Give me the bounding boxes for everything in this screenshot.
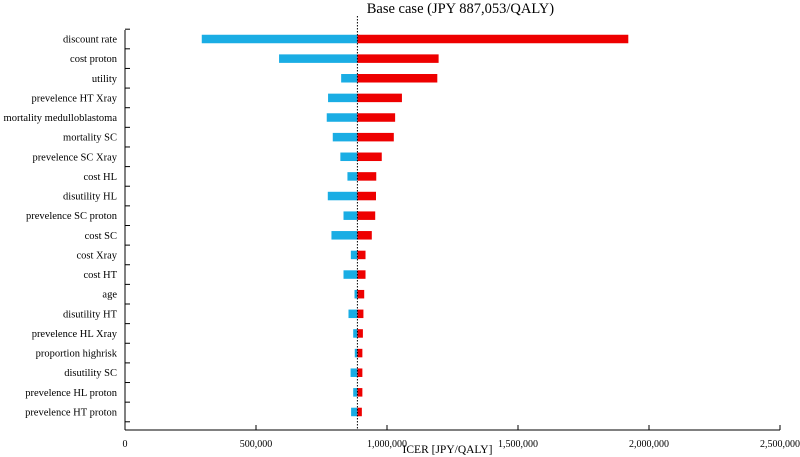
bar-high [357,368,363,377]
bar-low [353,388,358,397]
parameter-label: cost proton [70,54,118,65]
bar-low [354,348,358,358]
bar-low [327,191,358,201]
parameter-label: cost HL [83,172,117,183]
x-tick-label: 1,000,000 [367,439,407,450]
bar-low [332,132,358,142]
bar-low [331,231,358,240]
bar-high [357,270,366,279]
bar-high [357,93,402,103]
parameter-label: prevelence HL Xray [32,329,118,340]
parameter-labels: discount rate cost proton utility prevelenc… [4,35,118,419]
parameter-label: age [102,290,117,301]
parameter-label: cost Xray [76,250,117,261]
bar-high [357,211,376,220]
parameter-label: discount rate [63,35,117,46]
parameter-label: utility [92,74,118,85]
bar-high [357,250,366,260]
x-tick-label: 2,000,000 [629,439,669,450]
bar-high [357,388,363,397]
bar-high [357,191,376,201]
bar-high [357,34,629,44]
bar-low [350,368,358,377]
bar-high [357,289,365,299]
parameter-label: prevelence HL proton [25,388,117,399]
parameter-label: cost HT [83,270,117,281]
x-tick-label: 0 [123,439,128,450]
bar-high [357,172,377,181]
x-tick-label: 1,500,000 [498,439,538,450]
bar-high [357,132,394,142]
x-tick-label: 500,000 [240,439,273,450]
parameter-label: prevelence SC proton [26,211,118,222]
parameter-label: prevelence HT Xray [31,93,117,104]
bar-low [348,309,358,319]
bars [201,34,629,417]
parameter-label: mortality SC [63,133,117,144]
bar-high [357,231,372,240]
y-axis [124,28,130,430]
bar-low [353,329,358,338]
bar-high [357,407,362,417]
bar-low [347,172,358,181]
bar-low [354,289,358,299]
bar-low [343,270,358,279]
bar-low [341,74,358,83]
parameter-label: prevelence SC Xray [32,152,117,163]
bar-high [357,309,364,319]
bar-low [340,152,358,162]
x-axis-label: ICER [JPY/QALY] [403,444,493,456]
parameter-label: disutility HL [63,192,117,203]
x-tick-label: 2,500,000 [760,439,800,450]
bar-high [357,54,439,63]
bar-high [357,329,363,338]
bar-low [350,250,358,260]
parameter-label: prevelence HT proton [25,407,118,418]
parameter-label: mortality medulloblastoma [4,113,118,124]
parameter-label: disutility SC [64,368,117,379]
parameter-label: disutility HT [63,309,118,320]
parameter-label: proportion highrisk [36,349,118,360]
bar-high [357,113,396,122]
bar-low [328,93,358,103]
bar-high [357,348,363,358]
chart-title: Base case (JPY 887,053/QALY) [367,1,554,17]
bar-low [279,54,358,63]
bar-low [326,113,358,122]
bar-high [357,152,382,162]
bar-low [343,211,358,220]
bar-low [351,407,358,417]
x-axis: 0 500,000 1,000,000 1,500,000 2,000,000 2,500… [123,425,800,450]
parameter-label: cost SC [85,231,117,242]
bar-high [357,74,438,83]
bar-low [201,34,358,44]
